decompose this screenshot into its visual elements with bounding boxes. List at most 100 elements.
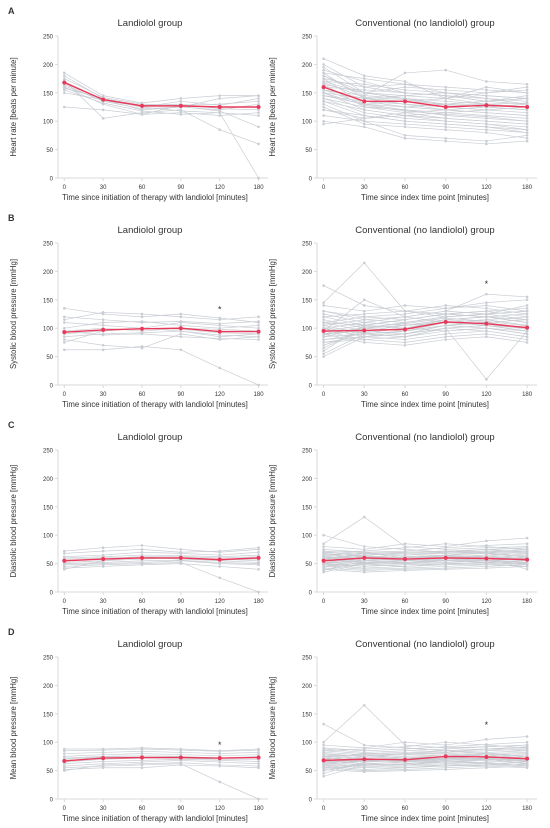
individual-point (403, 136, 407, 140)
individual-series-line (323, 333, 528, 346)
individual-point (101, 117, 105, 120)
individual-series-line (64, 562, 259, 593)
individual-series-line (323, 305, 528, 323)
individual-point (403, 304, 407, 307)
y-tick-label: 250 (302, 35, 313, 41)
individual-point (485, 100, 488, 103)
individual-point (444, 751, 448, 754)
individual-point (218, 549, 221, 553)
individual-point (218, 752, 221, 755)
individual-point (485, 131, 488, 134)
x-tick-label: 120 (215, 806, 226, 812)
x-axis-label: Time since initiation of therapy with la… (62, 814, 248, 823)
x-tick-label: 180 (522, 806, 533, 812)
individual-point (322, 553, 325, 556)
individual-point (179, 312, 183, 316)
individual-point (485, 332, 488, 336)
individual-point (444, 542, 448, 546)
individual-point (485, 139, 488, 143)
individual-point (403, 71, 407, 75)
individual-point (218, 565, 221, 568)
individual-point (101, 321, 105, 324)
individual-series-line (64, 753, 259, 757)
y-tick-label: 0 (50, 591, 54, 597)
individual-series-line (64, 333, 259, 349)
individual-point (63, 549, 66, 553)
individual-point (403, 88, 407, 92)
individual-series-line (64, 764, 259, 770)
individual-series-line (323, 100, 528, 125)
individual-series-line (323, 81, 528, 99)
individual-point (525, 332, 529, 336)
individual-point (444, 136, 448, 140)
individual-point (63, 326, 66, 330)
individual-series-line (323, 330, 528, 343)
individual-point (179, 108, 183, 112)
significance-asterisk: * (218, 740, 222, 750)
individual-series-line (323, 516, 528, 550)
individual-point (444, 94, 448, 97)
individual-point (444, 338, 448, 341)
individual-point (444, 304, 448, 307)
x-tick-label: 0 (63, 599, 67, 605)
individual-point (525, 139, 529, 143)
mean-series-line (323, 86, 528, 108)
individual-point (485, 292, 488, 296)
y-tick-label: 150 (43, 91, 54, 97)
individual-point (485, 326, 488, 330)
individual-point (485, 747, 488, 751)
mean-point (403, 99, 407, 104)
individual-point (485, 378, 488, 381)
individual-point (444, 763, 448, 767)
individual-point (363, 119, 366, 123)
mean-point (525, 756, 530, 761)
individual-point (179, 748, 183, 752)
mean-point (443, 319, 448, 324)
mean-point (362, 99, 367, 104)
x-axis-label: Time since index time point [minutes] (361, 193, 489, 202)
individual-point (322, 346, 325, 350)
x-axis-label: Time since initiation of therapy with la… (62, 607, 248, 616)
x-tick-label: 30 (100, 392, 107, 398)
individual-point (140, 332, 144, 336)
chart-D-right: Conventional (no landiolol) group 0 50 100 1… (268, 639, 537, 823)
y-tick-label: 50 (305, 562, 312, 568)
individual-point (322, 349, 325, 353)
individual-point (525, 111, 529, 114)
individual-point (257, 97, 260, 100)
y-tick-label: 250 (43, 35, 54, 41)
individual-point (525, 136, 529, 140)
individual-point (444, 760, 448, 763)
individual-point (101, 101, 105, 105)
mean-point (101, 557, 106, 562)
y-tick-label: 100 (43, 120, 54, 126)
individual-point (403, 740, 407, 744)
individual-series-group (322, 261, 529, 381)
y-axis-label: Systolic blood pressure [mmHg] (268, 259, 277, 369)
individual-series-line (64, 80, 259, 145)
individual-point (63, 556, 66, 560)
individual-point (179, 113, 183, 116)
individual-point (363, 315, 366, 319)
individual-series-line (323, 763, 528, 770)
individual-point (525, 341, 529, 344)
individual-point (363, 559, 366, 563)
individual-point (322, 774, 325, 778)
individual-point (403, 318, 407, 321)
individual-series-line (323, 327, 528, 380)
individual-point (525, 536, 529, 540)
individual-point (101, 333, 105, 337)
individual-point (63, 348, 66, 352)
individual-series-line (323, 765, 528, 773)
x-tick-label: 30 (100, 806, 107, 812)
individual-point (322, 63, 325, 66)
individual-series-line (323, 741, 528, 752)
x-tick-label: 90 (442, 599, 449, 605)
individual-point (525, 82, 529, 86)
mean-point (217, 105, 222, 109)
individual-point (403, 766, 407, 770)
individual-series-line (323, 325, 528, 335)
individual-point (257, 326, 260, 330)
individual-point (403, 315, 407, 319)
